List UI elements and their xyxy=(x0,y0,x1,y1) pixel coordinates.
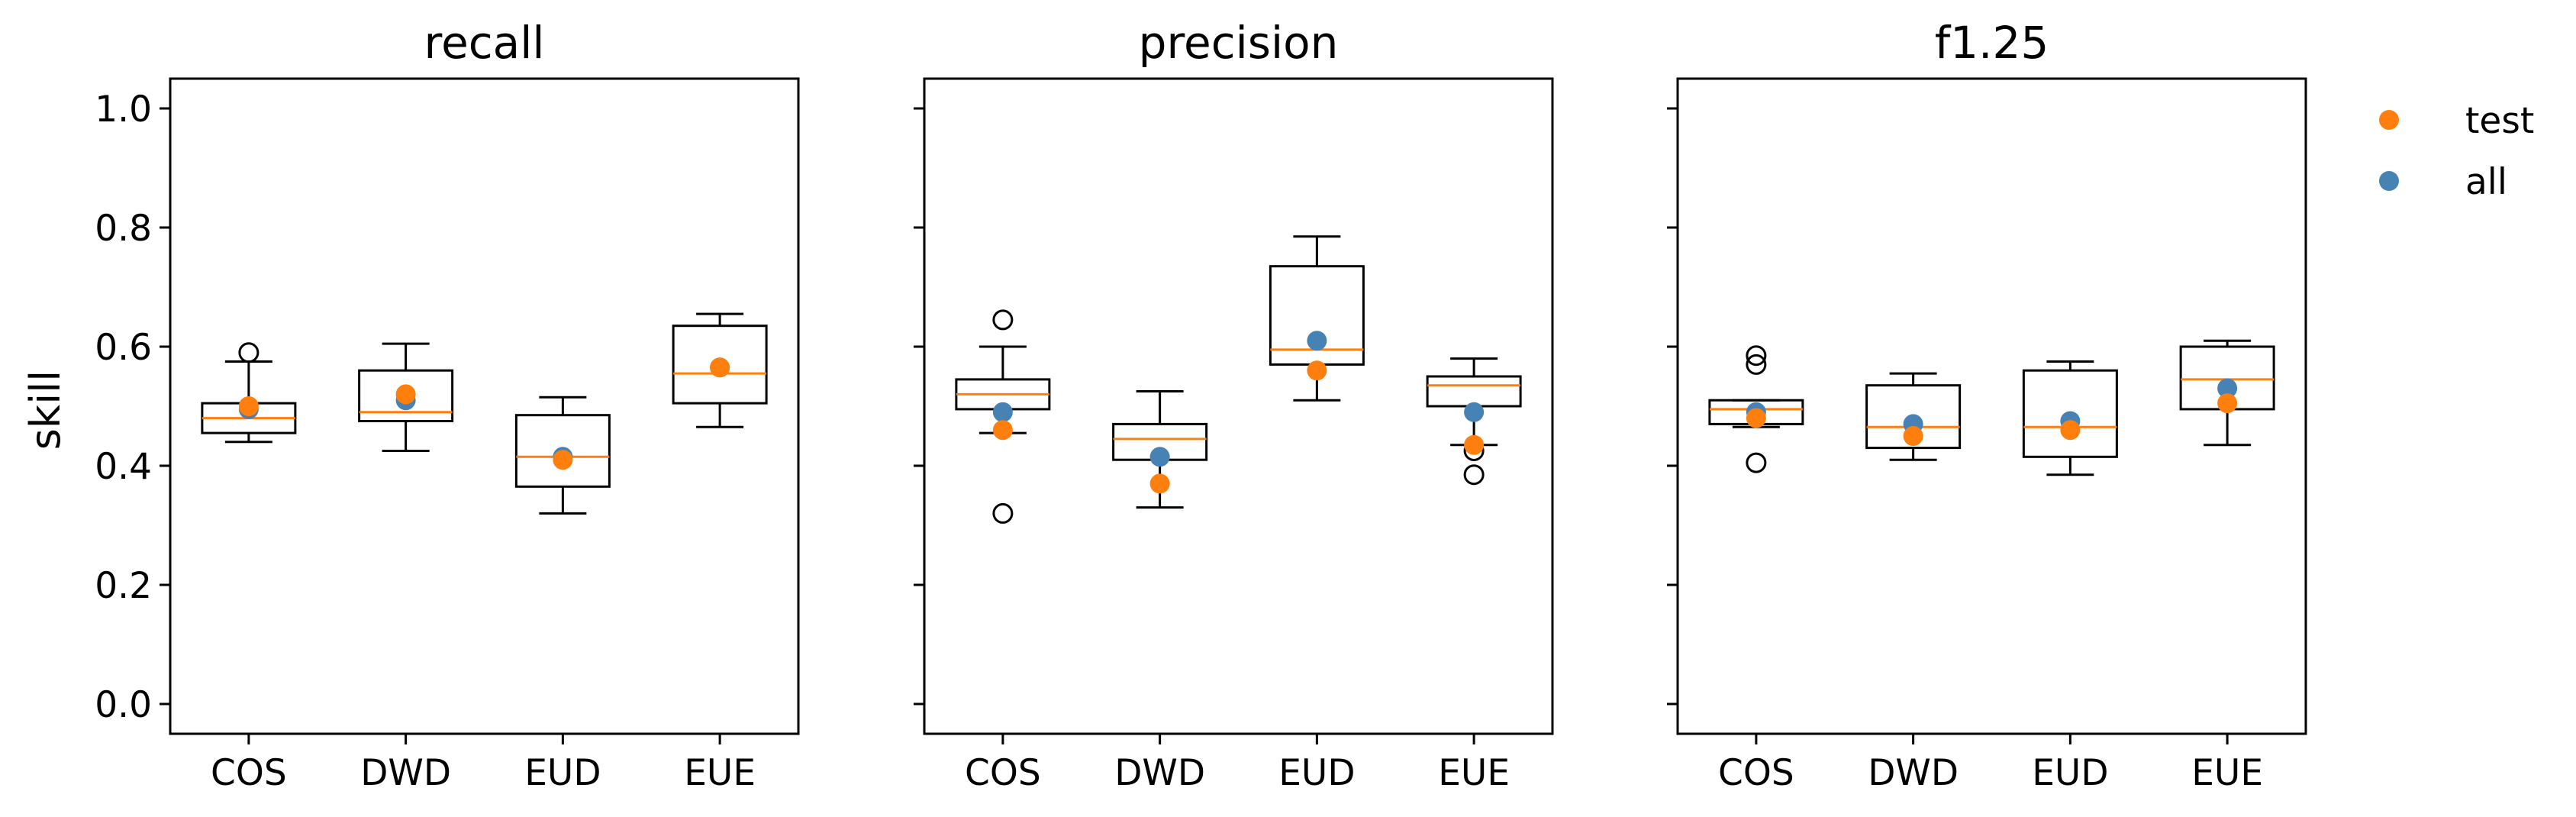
iqr-box xyxy=(514,414,611,488)
panel-title: f1.25 xyxy=(1935,17,2049,69)
outlier-point xyxy=(992,502,1014,524)
y-tick-label: 1.0 xyxy=(95,89,152,131)
panel-recall: recall 0.0 0.2 0.4 0.6 0.8 1.0 COS DWD EUD EUE xyxy=(95,17,800,794)
test-point-EUD xyxy=(1307,360,1327,381)
boxplot-EUD xyxy=(2022,360,2118,476)
x-tick-label: DWD xyxy=(360,752,451,794)
x-tick-label: COS xyxy=(965,752,1041,794)
y-tick-label: 0.6 xyxy=(95,327,152,369)
axes-frame xyxy=(169,77,800,735)
test-point-EUD xyxy=(553,450,573,470)
axes-frame xyxy=(1676,77,2307,735)
outlier-point xyxy=(1746,345,1767,367)
x-tick-label: EUD xyxy=(524,752,601,794)
outlier-point xyxy=(992,309,1014,331)
y-axis-label: skill xyxy=(21,370,69,450)
all-point-EUD xyxy=(1307,331,1327,351)
axes-frame xyxy=(923,77,1554,735)
test-point-DWD xyxy=(1903,426,1923,446)
outlier-point xyxy=(1746,354,1767,375)
legend-label-all: all xyxy=(2465,161,2507,203)
test-point-COS xyxy=(992,420,1013,441)
x-tick-label: DWD xyxy=(1114,752,1205,794)
x-tick-label: COS xyxy=(211,752,287,794)
all-point-EUE xyxy=(2217,378,2238,399)
x-tick-label: EUD xyxy=(2032,752,2108,794)
x-tick-label: EUE xyxy=(684,752,756,794)
all-point-COS xyxy=(992,402,1013,422)
test-point-EUE xyxy=(1464,434,1485,455)
x-tick-label: EUE xyxy=(2191,752,2263,794)
legend: test all xyxy=(2379,100,2534,203)
outlier-point xyxy=(1463,464,1485,486)
x-tick-label: EUE xyxy=(1438,752,1510,794)
outlier-point xyxy=(238,342,260,363)
iqr-box xyxy=(1865,384,1962,450)
panel-title: precision xyxy=(1139,17,1339,69)
y-tick-label: 0.4 xyxy=(95,446,152,488)
legend-marker-all xyxy=(2379,171,2399,191)
test-point-EUE xyxy=(710,357,730,378)
test-point-COS xyxy=(238,396,259,416)
test-point-EUE xyxy=(2217,393,2238,414)
test-point-DWD xyxy=(1149,473,1170,494)
x-tick-label: COS xyxy=(1718,752,1794,794)
outlier-point xyxy=(1746,452,1767,473)
test-point-EUD xyxy=(2060,420,2081,441)
test-point-COS xyxy=(1746,408,1766,428)
iqr-box xyxy=(2022,369,2118,458)
legend-label-test: test xyxy=(2465,100,2534,142)
y-tick-label: 0.0 xyxy=(95,684,152,726)
y-tick-label: 0.8 xyxy=(95,208,152,250)
boxplot-COS xyxy=(955,309,1051,524)
legend-marker-test xyxy=(2379,110,2399,130)
iqr-box xyxy=(358,369,454,423)
panel-f1-25: f1.25 COS DWD EUD EUE xyxy=(1667,17,2307,794)
all-point-EUE xyxy=(1464,402,1485,422)
panel-precision: precision COS DWD EUD EUE xyxy=(914,17,1554,794)
all-point-DWD xyxy=(1149,447,1170,467)
panel-title: recall xyxy=(424,17,545,69)
y-tick-label: 0.2 xyxy=(95,565,152,607)
iqr-box xyxy=(672,325,768,405)
iqr-box xyxy=(1426,375,1522,408)
boxplot-COS xyxy=(201,342,297,444)
x-tick-label: DWD xyxy=(1868,752,1959,794)
x-tick-label: EUD xyxy=(1278,752,1355,794)
boxplot-DWD xyxy=(358,342,454,452)
test-point-DWD xyxy=(395,384,416,405)
